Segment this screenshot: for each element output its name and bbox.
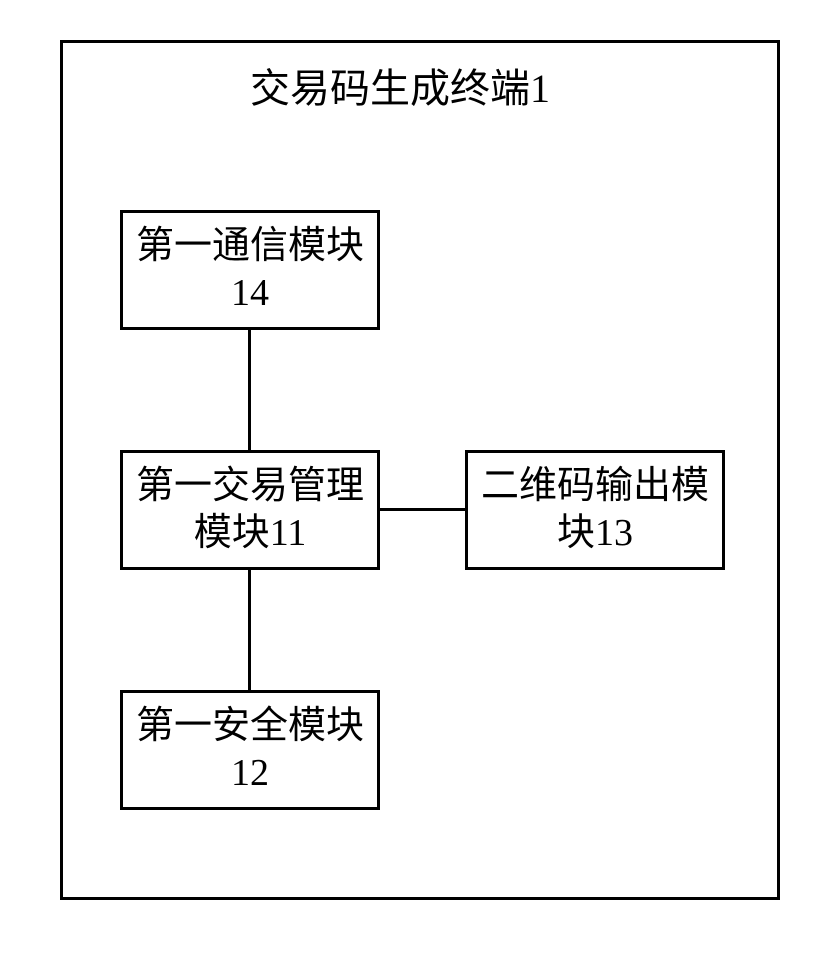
node-n11: 第一交易管理模块11 — [120, 450, 380, 570]
diagram-title: 交易码生成终端1 — [200, 56, 600, 114]
node-label: 第一交易管理模块11 — [129, 463, 371, 558]
edge-n14-n11 — [248, 330, 251, 450]
node-n13: 二维码输出模块13 — [465, 450, 725, 570]
node-n14: 第一通信模块14 — [120, 210, 380, 330]
node-label: 二维码输出模块13 — [474, 463, 716, 558]
node-n12: 第一安全模块12 — [120, 690, 380, 810]
node-label: 第一安全模块12 — [129, 703, 371, 798]
node-label: 第一通信模块14 — [129, 223, 371, 318]
edge-n11-n13 — [380, 508, 465, 511]
edge-n11-n12 — [248, 570, 251, 690]
diagram-canvas: 交易码生成终端1 第一通信模块14 第一交易管理模块11 二维码输出模块13 第一安全… — [0, 20, 836, 952]
